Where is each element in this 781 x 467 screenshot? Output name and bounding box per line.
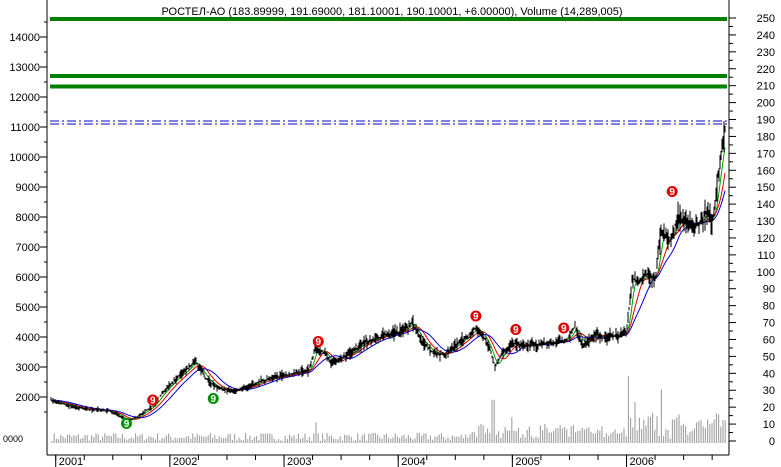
left-axis-tick-label: 6000 — [16, 272, 40, 284]
x-axis-year-label: 2005 — [515, 456, 539, 467]
signal-marker-label: 9 — [561, 324, 567, 335]
x-axis-year-label: 2003 — [287, 456, 311, 467]
left-axis-tick-label: 7000 — [16, 242, 40, 254]
signal-marker-label: 9 — [513, 325, 519, 336]
right-axis-tick-label: 60 — [763, 334, 775, 346]
left-axis-tick-label: 5000 — [16, 302, 40, 314]
right-axis-tick-label: 20 — [763, 402, 775, 414]
right-axis-tick-label: 130 — [757, 216, 775, 228]
signal-marker-label: 9 — [473, 312, 479, 323]
x-axis-year-label: 2001 — [59, 456, 83, 467]
right-axis-tick-label: 120 — [757, 233, 775, 245]
left-axis-tick-label: 12000 — [9, 92, 40, 104]
left-axis-tick-label: 8000 — [16, 212, 40, 224]
right-axis-tick-label: 50 — [763, 351, 775, 363]
right-axis-tick-label: 10 — [763, 419, 775, 431]
chart-title: РОСТЕЛ-АО (183.89999, 191.69000, 181.100… — [161, 6, 622, 18]
signal-marker-label: 9 — [669, 187, 675, 198]
right-axis-tick-label: 90 — [763, 284, 775, 296]
left-axis-tick-label: 10000 — [9, 152, 40, 164]
right-axis-tick-label: 230 — [757, 47, 775, 59]
volume-axis-label: 0000 — [3, 434, 23, 444]
left-axis-tick-label: 9000 — [16, 182, 40, 194]
x-axis-year-label: 2006 — [630, 456, 654, 467]
x-axis-year-label: 2002 — [173, 456, 197, 467]
right-axis-tick-label: 200 — [757, 98, 775, 110]
right-axis-tick-label: 170 — [757, 148, 775, 160]
right-axis-tick-label: 250 — [757, 13, 775, 25]
right-axis-tick-label: 140 — [757, 199, 775, 211]
right-axis-tick-label: 0 — [769, 436, 775, 448]
right-axis-tick-label: 80 — [763, 301, 775, 313]
signal-marker-label: 9 — [210, 394, 216, 405]
right-axis-tick-label: 240 — [757, 30, 775, 42]
moving-averages — [51, 148, 725, 421]
right-axis-tick-label: 160 — [757, 165, 775, 177]
right-axis-tick-label: 180 — [757, 131, 775, 143]
right-axis-tick-label: 100 — [757, 267, 775, 279]
left-axis-tick-label: 3000 — [16, 362, 40, 374]
left-axis-tick-label: 2000 — [16, 392, 40, 404]
price-bars — [51, 121, 725, 421]
left-axis-tick-label: 4000 — [16, 332, 40, 344]
right-axis-tick-label: 70 — [763, 318, 775, 330]
moving-average-line — [51, 148, 725, 421]
left-axis-tick-label: 11000 — [10, 122, 40, 134]
right-axis-tick-label: 220 — [757, 64, 775, 76]
right-axis-tick-label: 150 — [757, 182, 775, 194]
reference-lines — [50, 19, 727, 124]
right-axis-tick-label: 210 — [757, 81, 775, 93]
left-axis-tick-label: 14000 — [9, 32, 40, 44]
right-axis-tick-label: 30 — [763, 385, 775, 397]
signal-marker-label: 9 — [150, 396, 156, 407]
volume-bars — [52, 376, 725, 443]
signal-marker-label: 9 — [316, 337, 322, 348]
right-axis-tick-label: 190 — [757, 115, 775, 127]
moving-average-line — [51, 191, 725, 418]
right-axis-tick-label: 40 — [763, 368, 775, 380]
right-axis-tick-label: 110 — [757, 250, 775, 262]
x-axis-year-label: 2004 — [401, 456, 425, 467]
moving-average-line — [51, 173, 725, 419]
signal-marker-label: 9 — [124, 419, 130, 430]
left-axis-tick-label: 13000 — [9, 62, 40, 74]
signal-markers: 9 9 9 9 9 9 9 9 — [121, 186, 678, 430]
